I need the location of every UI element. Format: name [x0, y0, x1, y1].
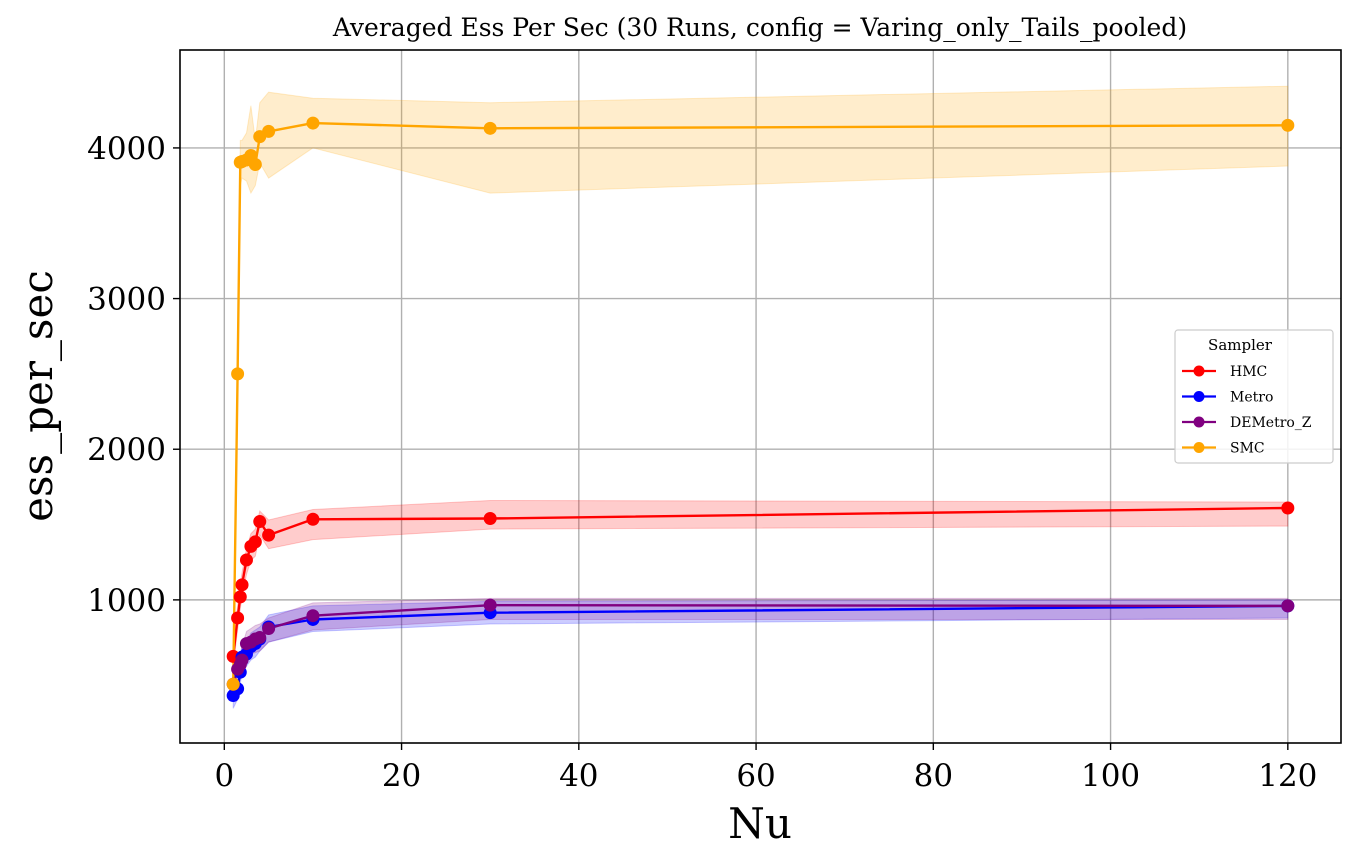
band-hmc [232, 499, 1289, 667]
point-hmc [248, 535, 262, 549]
point-smc [231, 367, 245, 381]
chart-title: Averaged Ess Per Sec (30 Runs, config = … [332, 13, 1187, 42]
legend-label-hmc: HMC [1230, 364, 1267, 380]
legend-label-smc: SMC [1230, 441, 1265, 457]
point-smc [483, 121, 497, 135]
x-tick-label: 120 [1258, 758, 1317, 794]
x-tick-label: 80 [914, 758, 953, 794]
x-tick-label: 100 [1081, 758, 1140, 794]
x-ticks: 0 20 40 60 80 100 120 [214, 743, 1317, 794]
legend-marker-metro [1193, 391, 1205, 402]
band-layer [232, 85, 1289, 709]
point-hmc [1281, 501, 1295, 515]
point-smc [1281, 118, 1295, 132]
legend: Sampler HMC Metro DEMetro_Z SMC [1174, 329, 1334, 464]
legend-entries: HMC Metro DEMetro_Z SMC [1182, 364, 1312, 457]
point-hmc [253, 515, 267, 529]
x-axis-label: Nu [728, 799, 792, 848]
point-hmc [262, 528, 276, 542]
x-tick-label: 20 [382, 758, 421, 794]
plot-area-frame [179, 49, 1342, 744]
y-tick-label: 1000 [87, 583, 166, 619]
legend-marker-hmc [1193, 365, 1205, 377]
y-tick-label: 3000 [87, 282, 166, 318]
y-tick-label: 2000 [87, 432, 166, 468]
point-smc [306, 116, 320, 130]
point-hmc [306, 512, 320, 526]
point-demetro-z [483, 598, 497, 612]
point-hmc [483, 512, 497, 526]
point-demetro-z [1281, 599, 1295, 613]
point-demetro-z [262, 622, 276, 636]
legend-box [1174, 329, 1334, 464]
point-demetro-z [306, 609, 320, 623]
legend-marker-smc [1193, 442, 1205, 453]
point-hmc [235, 578, 249, 592]
x-tick-label: 40 [559, 758, 598, 794]
point-smc [226, 677, 240, 691]
point-demetro-z [253, 631, 267, 645]
point-layer [226, 116, 1295, 703]
band-smc [232, 85, 1289, 691]
legend-label-metro: Metro [1230, 390, 1273, 406]
legend-label-demetro-z: DEMetro_Z [1230, 415, 1312, 431]
y-tick-label: 4000 [87, 131, 166, 167]
point-hmc [233, 590, 247, 604]
legend-title: Sampler [1208, 336, 1273, 354]
point-smc [248, 157, 262, 171]
point-smc [262, 124, 276, 138]
point-hmc [239, 553, 253, 567]
point-demetro-z [235, 653, 249, 667]
x-tick-label: 0 [214, 758, 234, 794]
x-tick-label: 60 [736, 758, 775, 794]
band-demetro-z [232, 597, 1289, 698]
grid-layer [180, 50, 1341, 743]
y-axis-label: ess_per_sec [13, 270, 62, 522]
point-hmc [231, 611, 245, 625]
legend-marker-demetro-z [1193, 416, 1205, 428]
y-ticks: 1000 2000 3000 4000 [87, 131, 180, 619]
